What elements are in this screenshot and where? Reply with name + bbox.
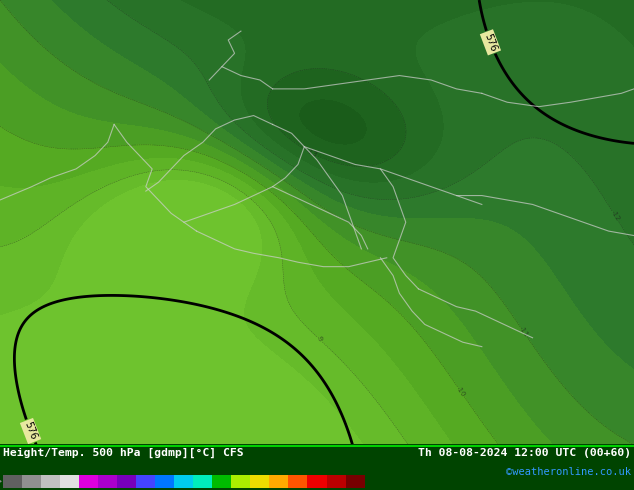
Text: -9: -9 — [314, 335, 324, 344]
Bar — [269, 474, 288, 488]
Bar — [155, 474, 174, 488]
Bar — [117, 474, 136, 488]
Text: Height/Temp. 500 hPa [gdmp][°C] CFS: Height/Temp. 500 hPa [gdmp][°C] CFS — [3, 448, 244, 458]
Bar — [346, 474, 365, 488]
Bar — [288, 474, 307, 488]
Bar — [231, 474, 250, 488]
Bar — [98, 474, 117, 488]
Bar — [212, 474, 231, 488]
Bar — [3, 474, 22, 488]
Bar — [327, 474, 346, 488]
Text: -11: -11 — [518, 325, 529, 339]
Text: 576: 576 — [482, 32, 498, 53]
Bar — [22, 474, 41, 488]
Text: 576: 576 — [23, 420, 39, 441]
Bar — [41, 474, 60, 488]
Text: ©weatheronline.co.uk: ©weatheronline.co.uk — [506, 467, 631, 477]
Bar — [136, 474, 155, 488]
Bar — [307, 474, 327, 488]
Text: Th 08-08-2024 12:00 UTC (00+60): Th 08-08-2024 12:00 UTC (00+60) — [418, 448, 631, 458]
Bar — [79, 474, 98, 488]
Bar — [193, 474, 212, 488]
Text: -10: -10 — [455, 385, 467, 398]
FancyArrow shape — [0, 475, 2, 488]
Bar — [250, 474, 269, 488]
Bar — [174, 474, 193, 488]
Text: -13: -13 — [305, 147, 318, 158]
Text: -12: -12 — [609, 209, 621, 222]
Bar — [60, 474, 79, 488]
